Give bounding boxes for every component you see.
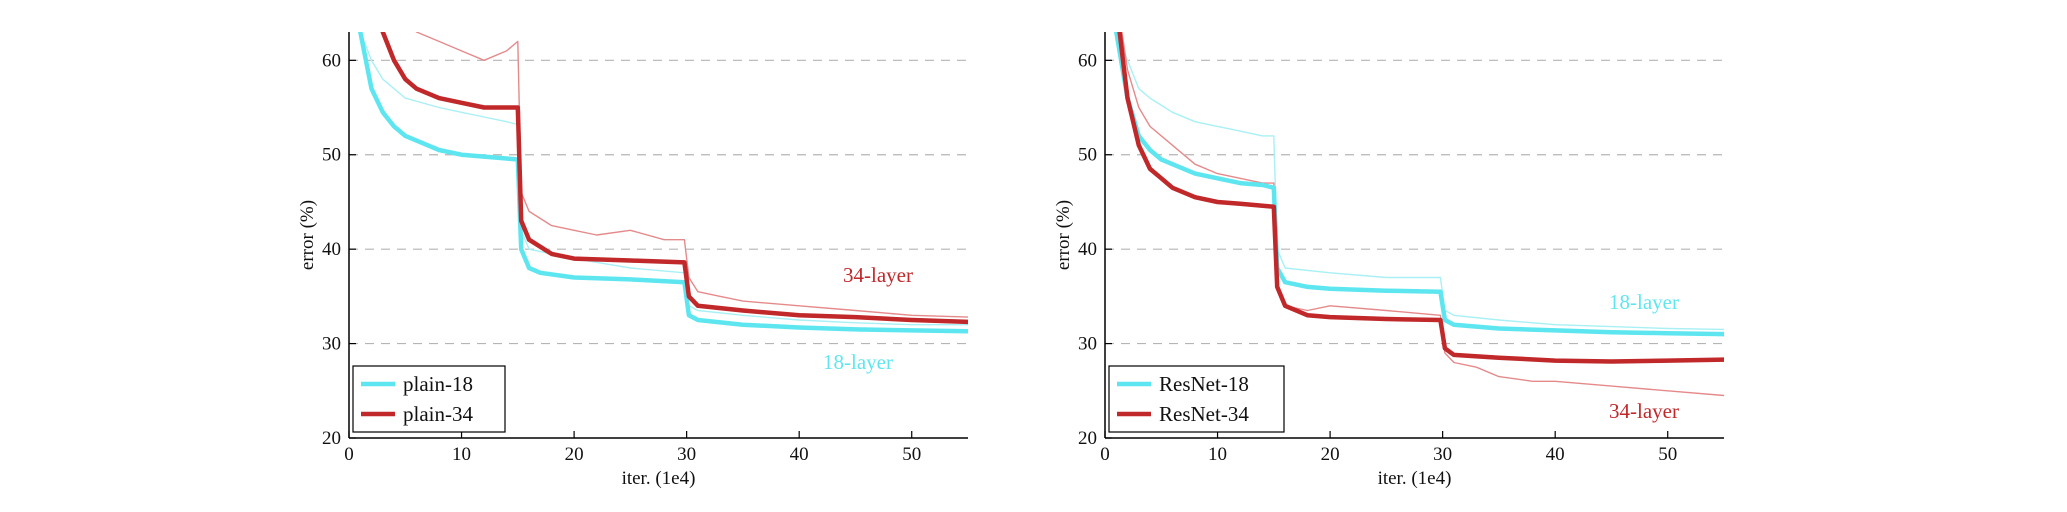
- legend-box: [352, 365, 506, 433]
- annotation-label: 34-layer: [843, 263, 913, 287]
- series-line-resnet-18-train: [1115, 32, 1724, 331]
- series-line-plain-18: [358, 32, 968, 334]
- y-axis-label: error (%): [1053, 200, 1074, 270]
- x-axis-label: iter. (1e4): [1378, 468, 1452, 489]
- x-axis-label: iter. (1e4): [622, 468, 696, 489]
- legend-label: ResNet-18: [1159, 372, 1249, 396]
- x-tick-label: 30: [677, 444, 696, 465]
- x-tick-label: 50: [1658, 444, 1677, 465]
- x-tick-label: 40: [790, 444, 809, 465]
- x-tick-label: 10: [1208, 444, 1227, 465]
- x-tick-label: 40: [1546, 444, 1565, 465]
- x-tick-label: 0: [1100, 444, 1110, 465]
- annotation-label: 18-layer: [1609, 290, 1679, 314]
- y-tick-label: 30: [1078, 334, 1097, 355]
- legend-box: [1108, 365, 1285, 433]
- y-tick-label: 30: [322, 334, 341, 355]
- x-tick-label: 20: [565, 444, 584, 465]
- x-tick-label: 50: [902, 444, 921, 465]
- y-tick-label: 40: [322, 239, 341, 260]
- y-tick-label: 60: [1078, 50, 1097, 71]
- x-tick-label: 0: [344, 444, 354, 465]
- y-tick-label: 60: [322, 50, 341, 71]
- annotation-label: 34-layer: [1609, 399, 1679, 423]
- plot-area: [1114, 32, 1724, 397]
- plot-area: [358, 32, 968, 334]
- y-tick-label: 40: [1078, 239, 1097, 260]
- y-tick-label: 20: [1078, 428, 1097, 449]
- y-tick-label: 20: [322, 428, 341, 449]
- x-tick-label: 30: [1433, 444, 1452, 465]
- series-line-resnet-18: [1114, 32, 1724, 337]
- x-tick-label: 20: [1321, 444, 1340, 465]
- chart-plain: 20 30 40 50 60 0 10 20 30 40 50 iter. (1e4) error (%…: [297, 32, 968, 489]
- legend-label: ResNet-34: [1159, 402, 1249, 426]
- legend-label: plain-18: [403, 372, 473, 396]
- legend-label: plain-34: [403, 402, 473, 426]
- series-line-plain-18-train: [359, 32, 968, 326]
- annotation-label: 18-layer: [823, 350, 893, 374]
- series-line-resnet-34: [1117, 32, 1724, 364]
- x-tick-label: 10: [452, 444, 471, 465]
- series-line-plain-34: [380, 32, 968, 325]
- y-tick-label: 50: [322, 145, 341, 166]
- series-line-plain-34-train: [415, 32, 968, 318]
- y-axis-label: error (%): [297, 200, 318, 270]
- y-tick-label: 50: [1078, 145, 1097, 166]
- series-line-resnet-34-train: [1121, 32, 1724, 397]
